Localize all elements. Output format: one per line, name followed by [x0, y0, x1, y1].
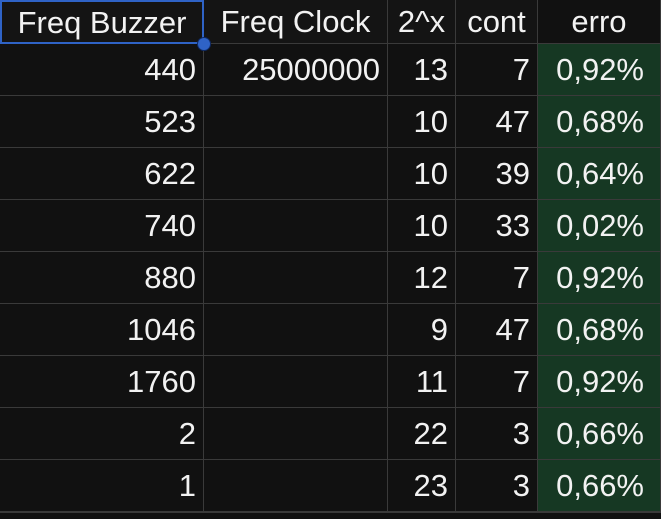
- cell-cont[interactable]: 3: [456, 460, 538, 512]
- cell-erro[interactable]: 0,68%: [538, 96, 661, 148]
- cell-erro[interactable]: 0,02%: [538, 200, 661, 252]
- header-cell-freq-clock[interactable]: Freq Clock: [204, 0, 388, 44]
- cell-freq-buzzer[interactable]: 2: [0, 408, 204, 460]
- cell-cont[interactable]: 3: [456, 408, 538, 460]
- cell-cont[interactable]: 7: [456, 356, 538, 408]
- cell-freq-clock[interactable]: [204, 252, 388, 304]
- header-cell-cont[interactable]: cont: [456, 0, 538, 44]
- cell-cont[interactable]: 33: [456, 200, 538, 252]
- next-row-stub: [0, 512, 661, 519]
- cell-cont[interactable]: 39: [456, 148, 538, 200]
- header-cell-erro[interactable]: erro: [538, 0, 661, 44]
- cell-cont[interactable]: 7: [456, 44, 538, 96]
- cell-erro[interactable]: 0,66%: [538, 460, 661, 512]
- cell-cont[interactable]: 7: [456, 252, 538, 304]
- cell-erro[interactable]: 0,92%: [538, 252, 661, 304]
- header-cell-2x[interactable]: 2^x: [388, 0, 456, 44]
- cell-freq-buzzer[interactable]: 1046: [0, 304, 204, 356]
- cell-freq-buzzer[interactable]: 523: [0, 96, 204, 148]
- cell-freq-clock[interactable]: [204, 460, 388, 512]
- cell-freq-clock[interactable]: [204, 148, 388, 200]
- cell-2x[interactable]: 22: [388, 408, 456, 460]
- cell-freq-buzzer[interactable]: 440: [0, 44, 204, 96]
- cell-freq-buzzer[interactable]: 880: [0, 252, 204, 304]
- cell-freq-clock[interactable]: [204, 356, 388, 408]
- selection-fill-handle[interactable]: [197, 37, 211, 51]
- cell-2x[interactable]: 10: [388, 96, 456, 148]
- cell-cont[interactable]: 47: [456, 96, 538, 148]
- cell-freq-buzzer[interactable]: 740: [0, 200, 204, 252]
- cell-2x[interactable]: 9: [388, 304, 456, 356]
- cell-2x[interactable]: 12: [388, 252, 456, 304]
- cell-erro[interactable]: 0,92%: [538, 44, 661, 96]
- cell-freq-buzzer[interactable]: 1760: [0, 356, 204, 408]
- cell-2x[interactable]: 23: [388, 460, 456, 512]
- header-cell-freq-buzzer[interactable]: Freq Buzzer: [0, 0, 204, 44]
- cell-freq-clock[interactable]: [204, 200, 388, 252]
- cell-2x[interactable]: 11: [388, 356, 456, 408]
- cell-2x[interactable]: 10: [388, 148, 456, 200]
- cell-2x[interactable]: 10: [388, 200, 456, 252]
- cell-erro[interactable]: 0,66%: [538, 408, 661, 460]
- cell-freq-clock[interactable]: 25000000: [204, 44, 388, 96]
- cell-freq-clock[interactable]: [204, 96, 388, 148]
- cell-erro[interactable]: 0,68%: [538, 304, 661, 356]
- cell-freq-buzzer[interactable]: 1: [0, 460, 204, 512]
- cell-cont[interactable]: 47: [456, 304, 538, 356]
- cell-erro[interactable]: 0,64%: [538, 148, 661, 200]
- cell-2x[interactable]: 13: [388, 44, 456, 96]
- cell-erro[interactable]: 0,92%: [538, 356, 661, 408]
- cell-freq-clock[interactable]: [204, 408, 388, 460]
- cell-freq-clock[interactable]: [204, 304, 388, 356]
- cell-freq-buzzer[interactable]: 622: [0, 148, 204, 200]
